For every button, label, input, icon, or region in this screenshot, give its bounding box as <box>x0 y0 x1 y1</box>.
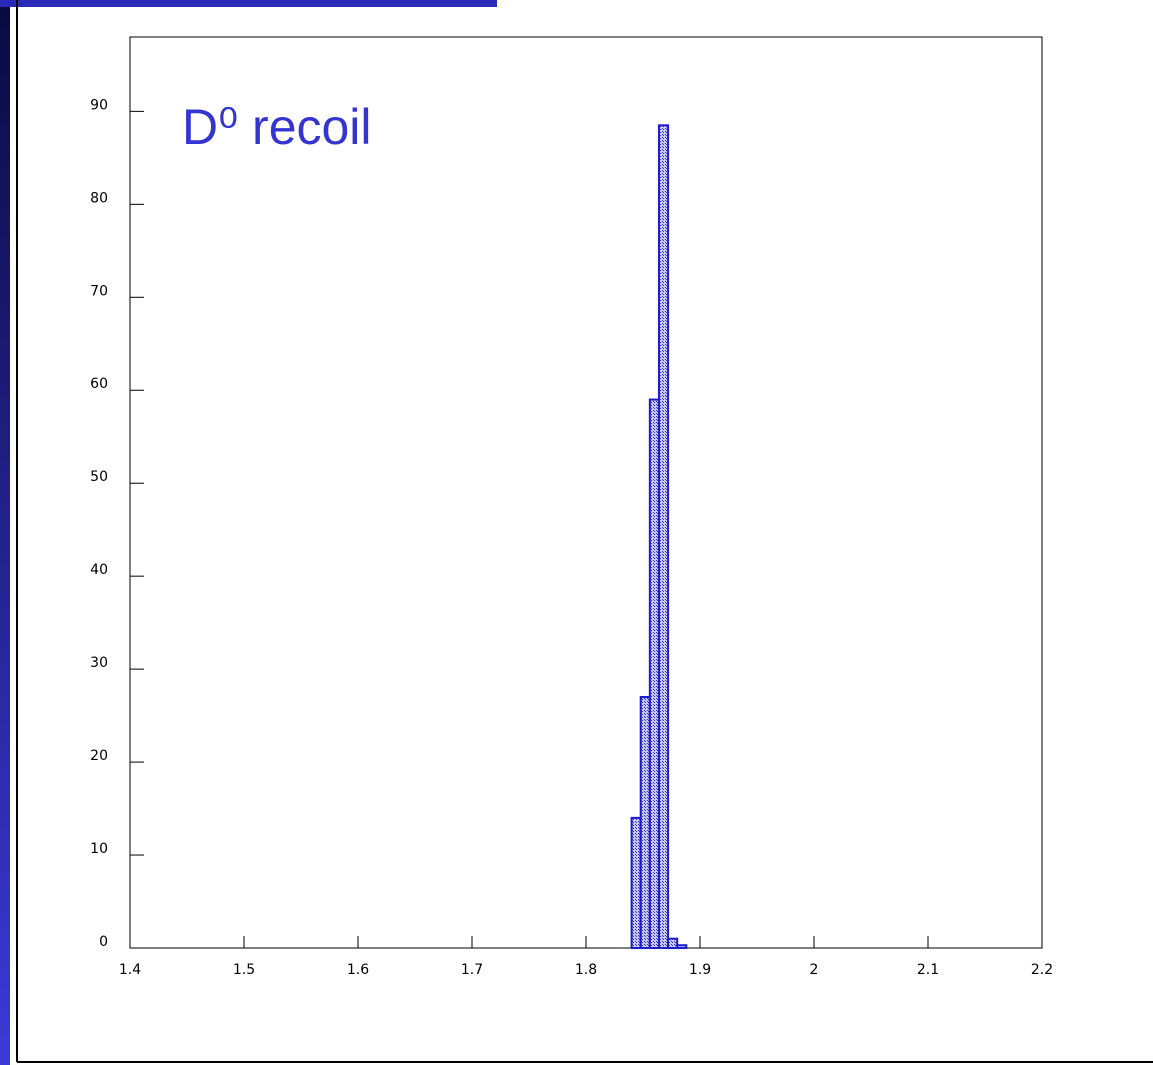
y-tick-label: 60 <box>90 376 108 392</box>
y-tick-label: 40 <box>90 562 108 578</box>
plot-frame <box>129 36 1043 949</box>
y-tick-label: 70 <box>90 283 108 299</box>
x-tick-label: 1.4 <box>119 962 141 978</box>
y-tick-label: 30 <box>90 655 108 671</box>
x-tick-label: 1.9 <box>689 962 711 978</box>
y-tick-label: 10 <box>90 841 108 857</box>
slide-edge <box>0 0 10 1065</box>
bar <box>648 398 660 949</box>
bar <box>667 937 679 950</box>
y-tick-label: 0 <box>99 934 108 950</box>
y-tick-label: 20 <box>90 748 108 764</box>
bar <box>657 124 670 950</box>
chart-title: D⁰ recoil <box>182 99 372 155</box>
bar <box>639 696 651 949</box>
y-tick-label: 90 <box>90 97 108 113</box>
y-tick-label: 50 <box>90 469 108 485</box>
bar <box>676 944 688 950</box>
bar <box>630 816 642 949</box>
x-tick-label: 1.6 <box>347 962 369 978</box>
slide-top-bar <box>0 0 497 7</box>
x-tick-label: 1.5 <box>233 962 255 978</box>
x-tick-label: 1.7 <box>461 962 483 978</box>
x-tick-label: 2.2 <box>1031 962 1053 978</box>
x-tick-label: 1.8 <box>575 962 597 978</box>
x-tick-label: 2 <box>810 962 819 978</box>
x-tick-label: 2.1 <box>917 962 939 978</box>
y-tick-label: 80 <box>90 190 108 206</box>
